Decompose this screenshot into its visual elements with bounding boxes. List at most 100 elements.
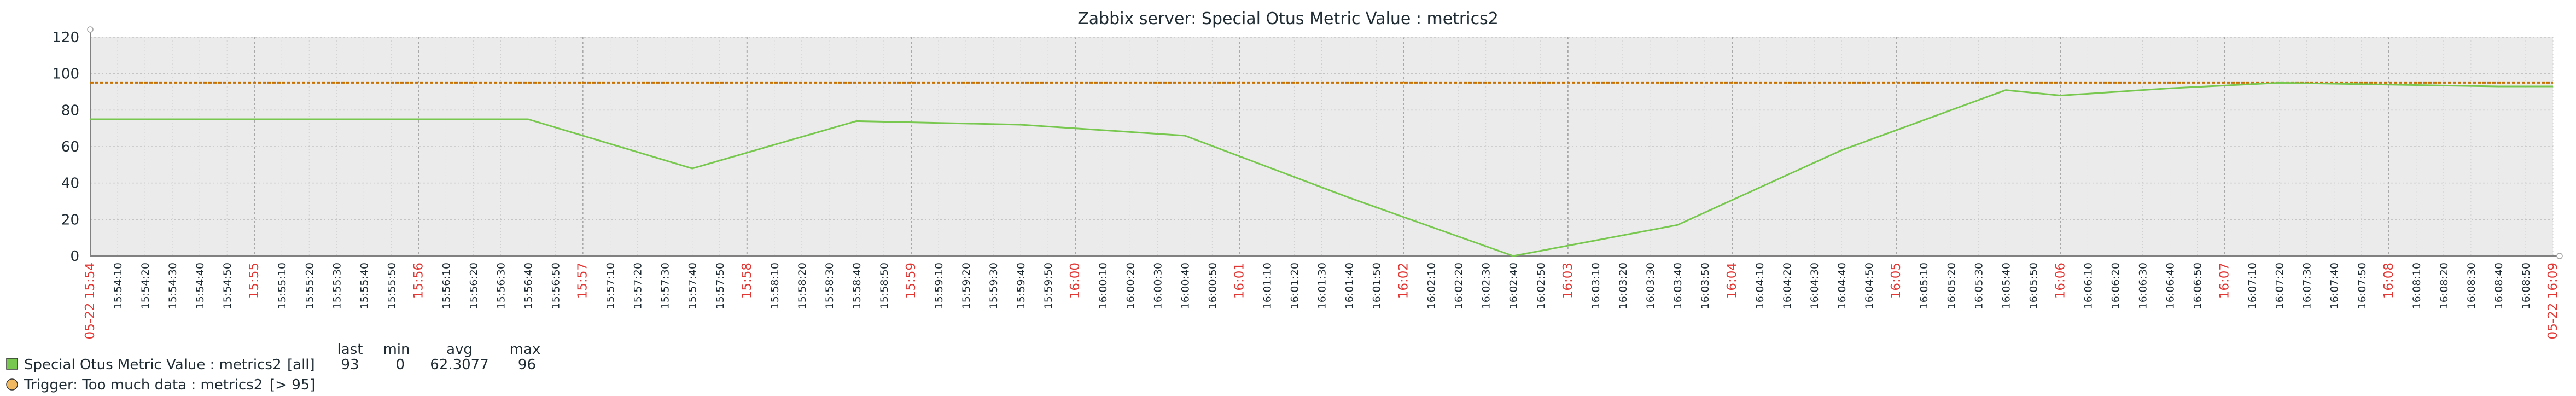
x-axis: 15:54:10 15:54:20 15:54:30 15:54:40 15:54:50…: [83, 263, 2560, 339]
x-major-tick-label: 05-22 15:54: [83, 263, 97, 339]
x-tick-label: 16:01:20: [1289, 263, 1301, 309]
x-tick-label: 16:01:40: [1344, 263, 1356, 309]
x-major-tick-label: 15:57: [576, 263, 590, 299]
x-tick-label: 16:07:50: [2356, 263, 2368, 309]
x-major-tick-label: 15:55: [247, 263, 261, 299]
y-axis-arrow-icon: [87, 26, 94, 33]
x-major-tick-label: 15:56: [411, 263, 426, 299]
x-major-tick-label: 16:05: [1889, 263, 1903, 299]
plot-area: [87, 26, 2563, 259]
x-tick-label: 16:04:20: [1781, 263, 1793, 309]
legend-series-last: 93: [341, 357, 359, 373]
x-tick-label: 15:57:50: [714, 263, 726, 309]
x-tick-label: 15:55:10: [276, 263, 288, 309]
legend: last min avg max Special Otus Metric Val…: [6, 341, 541, 393]
x-major-tick-label: 15:59: [904, 263, 918, 299]
x-tick-label: 15:59:50: [1042, 263, 1054, 309]
x-tick-label: 15:54:10: [112, 263, 124, 309]
x-tick-label: 16:05:50: [2027, 263, 2039, 309]
x-tick-label: 15:55:20: [304, 263, 316, 309]
x-tick-label: 16:03:40: [1672, 263, 1684, 309]
x-tick-label: 16:04:30: [1809, 263, 1821, 309]
x-tick-label: 16:02:40: [1508, 263, 1520, 309]
x-tick-label: 16:00:10: [1097, 263, 1109, 309]
y-tick-label: 80: [61, 102, 79, 119]
x-tick-label: 15:55:50: [386, 263, 398, 309]
x-tick-label: 15:54:50: [222, 263, 234, 309]
legend-series-min: 0: [395, 357, 405, 373]
legend-series-scope: [all]: [287, 357, 315, 373]
x-tick-label: 15:58:20: [796, 263, 808, 309]
y-tick-label: 100: [52, 66, 79, 83]
x-tick-label: 15:59:10: [933, 263, 945, 309]
x-major-tick-label: 16:07: [2218, 263, 2232, 299]
legend-series-max: 96: [518, 357, 536, 373]
x-tick-label: 16:04:10: [1754, 263, 1766, 309]
x-tick-label: 16:08:20: [2438, 263, 2450, 309]
x-tick-label: 16:08:10: [2411, 263, 2423, 309]
y-tick-label: 20: [61, 212, 79, 228]
legend-trigger-marker: [6, 378, 18, 391]
x-tick-label: 15:56:30: [496, 263, 508, 309]
legend-series-name: Special Otus Metric Value : metrics2: [24, 357, 282, 373]
legend-series-avg: 62.3077: [430, 357, 489, 373]
x-tick-label: 15:56:50: [550, 263, 562, 309]
x-major-tick-label: 16:02: [1397, 263, 1411, 299]
x-tick-label: 16:06:20: [2109, 263, 2122, 309]
x-tick-label: 16:05:40: [2000, 263, 2012, 309]
legend-header-min: min: [383, 341, 410, 358]
y-tick-label: 120: [52, 30, 79, 46]
x-tick-label: 16:05:30: [1973, 263, 1985, 309]
x-major-tick-label: 16:06: [2053, 263, 2067, 299]
legend-trigger-condition: [> 95]: [270, 377, 315, 393]
x-tick-label: 16:07:10: [2247, 263, 2259, 309]
x-tick-label: 16:06:40: [2165, 263, 2177, 309]
x-tick-label: 15:57:40: [687, 263, 699, 309]
legend-header-last: last: [337, 341, 363, 358]
x-tick-label: 15:57:30: [660, 263, 672, 309]
x-tick-label: 16:00:20: [1124, 263, 1137, 309]
x-major-tick-label: 05-22 16:09: [2546, 263, 2560, 339]
x-tick-label: 16:02:10: [1426, 263, 1438, 309]
y-tick-label: 60: [61, 139, 79, 155]
x-tick-label: 15:58:50: [878, 263, 890, 309]
x-tick-label: 15:58:40: [851, 263, 863, 309]
x-tick-label: 15:56:40: [523, 263, 535, 309]
legend-header-max: max: [510, 341, 541, 358]
x-major-tick-label: 16:03: [1561, 263, 1575, 299]
x-tick-label: 16:07:30: [2301, 263, 2313, 309]
x-tick-label: 16:02:50: [1535, 263, 1547, 309]
x-tick-label: 16:00:30: [1152, 263, 1164, 309]
x-tick-label: 16:01:10: [1261, 263, 1273, 309]
x-tick-label: 16:07:20: [2274, 263, 2286, 309]
x-tick-label: 16:00:50: [1207, 263, 1219, 309]
x-tick-label: 16:03:30: [1645, 263, 1657, 309]
x-tick-label: 16:06:10: [2082, 263, 2094, 309]
x-tick-label: 16:08:30: [2466, 263, 2478, 309]
x-tick-label: 16:05:20: [1945, 263, 1957, 309]
x-tick-label: 15:54:30: [167, 263, 179, 309]
x-tick-label: 16:05:10: [1918, 263, 1930, 309]
x-tick-label: 15:59:40: [1015, 263, 1027, 309]
x-tick-label: 16:06:30: [2137, 263, 2149, 309]
x-axis-arrow-icon: [2556, 253, 2563, 259]
x-tick-label: 16:04:50: [1863, 263, 1875, 309]
x-tick-label: 16:03:10: [1590, 263, 1602, 309]
x-tick-label: 16:02:20: [1453, 263, 1465, 309]
x-major-tick-label: 16:01: [1232, 263, 1246, 299]
y-axis: 0 20 40 60 80 100 120: [52, 30, 79, 265]
x-tick-label: 16:04:40: [1836, 263, 1848, 309]
x-tick-label: 16:02:30: [1481, 263, 1493, 309]
x-tick-label: 16:01:50: [1371, 263, 1383, 309]
x-tick-label: 16:03:20: [1617, 263, 1629, 309]
x-tick-label: 16:03:50: [1699, 263, 1711, 309]
y-tick-label: 0: [70, 248, 79, 265]
x-tick-label: 15:59:30: [988, 263, 1000, 309]
x-tick-label: 15:56:20: [468, 263, 480, 309]
x-tick-label: 15:56:10: [440, 263, 452, 309]
x-tick-label: 16:00:40: [1179, 263, 1191, 309]
x-tick-label: 15:58:30: [824, 263, 836, 309]
x-tick-label: 15:54:20: [139, 263, 151, 309]
legend-header-avg: avg: [446, 341, 473, 358]
